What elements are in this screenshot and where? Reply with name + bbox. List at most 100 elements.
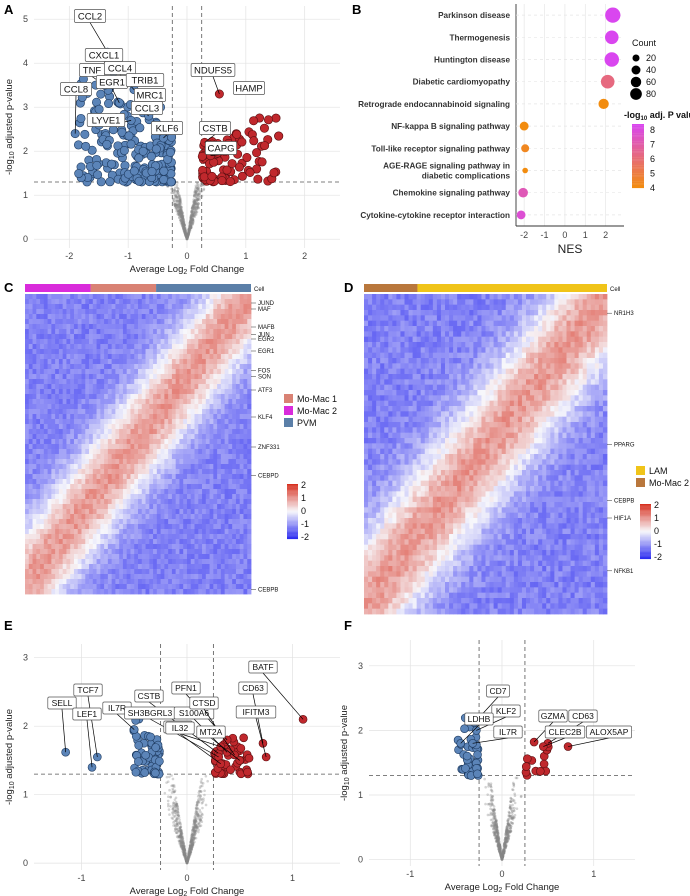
heatmap-cell xyxy=(186,404,192,410)
heatmap-cell xyxy=(485,294,490,300)
heatmap-cell xyxy=(190,569,195,575)
heatmap-cell xyxy=(141,539,146,545)
colorbar-segment xyxy=(632,165,644,168)
heatmap-cell xyxy=(96,474,101,480)
nonsig-point xyxy=(188,221,192,225)
heatmap-cell xyxy=(168,344,173,350)
heatmap-cell xyxy=(164,584,169,590)
heatmap-cell xyxy=(66,514,71,520)
heatmap-cell xyxy=(542,294,547,300)
heatmap-cell xyxy=(47,369,52,375)
heatmap-cell xyxy=(243,589,248,595)
down-point xyxy=(104,99,114,109)
heatmap-cell xyxy=(107,409,113,415)
heatmap-cell xyxy=(134,354,139,360)
heatmap-cell xyxy=(111,339,116,345)
heatmap-cell xyxy=(130,314,135,320)
heatmap-cell xyxy=(66,454,71,460)
heatmap-cell xyxy=(183,584,188,590)
heatmap-cell xyxy=(115,339,120,345)
heatmap-cell xyxy=(175,419,180,425)
heatmap-cell xyxy=(168,399,173,405)
heatmap-cell xyxy=(40,394,45,400)
heatmap-cell xyxy=(202,499,207,505)
x-tick-label: 1 xyxy=(583,230,588,240)
heatmap-cell xyxy=(104,504,109,510)
heatmap-cell xyxy=(100,579,105,585)
colorbar-segment xyxy=(632,144,644,147)
heatmap-cell xyxy=(209,444,214,450)
heatmap-cell xyxy=(247,429,252,435)
heatmap-cell xyxy=(220,434,226,440)
heatmap-cell xyxy=(239,479,244,485)
heatmap-cell xyxy=(179,429,184,435)
heatmap-cell xyxy=(175,534,180,540)
scale-segment xyxy=(287,513,298,515)
heatmap-cell xyxy=(224,344,229,350)
heatmap-cell xyxy=(126,459,131,465)
heatmap-cell xyxy=(235,344,241,350)
panel-label-e: E xyxy=(4,618,13,633)
heatmap-cell xyxy=(171,589,177,595)
heatmap-cell xyxy=(217,574,222,580)
heatmap-cell xyxy=(85,539,90,545)
heatmap-cell xyxy=(25,519,30,525)
heatmap-cell xyxy=(194,544,199,550)
heatmap-cell xyxy=(228,494,233,500)
nonsig-point xyxy=(190,210,194,214)
heatmap-cell xyxy=(104,294,109,300)
heatmap-cell xyxy=(217,349,222,355)
heatmap-cell xyxy=(168,294,173,300)
x-tick-label: -1 xyxy=(124,251,132,261)
heatmap-cell xyxy=(62,484,67,490)
heatmap-cell xyxy=(66,479,71,485)
heatmap-cell xyxy=(202,364,207,370)
heatmap-cell xyxy=(115,374,120,380)
heatmap-cell xyxy=(58,529,64,535)
heatmap-cell xyxy=(47,454,52,460)
heatmap-cell xyxy=(130,494,135,500)
heatmap-cell xyxy=(209,544,214,550)
heatmap-cell xyxy=(51,354,56,360)
nonsig-point xyxy=(178,212,182,216)
heatmap-cell xyxy=(36,334,41,340)
nonsig-point xyxy=(190,222,193,226)
nonsig-point xyxy=(176,190,179,193)
heatmap-cell xyxy=(89,449,94,455)
heatmap-cell xyxy=(43,374,48,380)
heatmap-cell xyxy=(164,319,169,325)
heatmap-cell xyxy=(73,319,79,325)
heatmap-cell xyxy=(81,554,86,560)
heatmap-cell xyxy=(25,584,30,590)
heatmap-cell xyxy=(119,589,124,595)
heatmap-cell xyxy=(194,539,199,545)
heatmap-cell xyxy=(183,424,188,430)
heatmap-cell xyxy=(141,469,146,475)
heatmap-cell xyxy=(205,359,210,365)
heatmap-cell xyxy=(220,359,226,365)
heatmap-cell xyxy=(130,459,135,465)
heatmap-cell xyxy=(43,319,48,325)
heatmap-cell xyxy=(66,534,71,540)
colorbar-segment xyxy=(632,173,644,176)
heatmap-cell xyxy=(47,549,52,555)
heatmap-cell xyxy=(70,369,75,375)
heatmap-cell xyxy=(138,564,143,570)
heatmap-cell xyxy=(205,394,210,400)
heatmap-cell xyxy=(122,479,128,485)
heatmap-cell xyxy=(235,509,241,515)
heatmap-cell xyxy=(66,379,71,385)
heatmap-cell xyxy=(171,349,177,355)
heatmap-cell xyxy=(153,544,158,550)
heatmap-cell xyxy=(134,429,139,435)
heatmap-cell xyxy=(134,564,139,570)
heatmap-cell xyxy=(100,444,105,450)
heatmap-cell xyxy=(55,329,60,335)
heatmap-cell xyxy=(66,389,71,395)
heatmap-cell xyxy=(92,549,97,555)
up-point xyxy=(274,131,284,141)
gene-label: ZNF331 xyxy=(258,445,280,451)
heatmap-cell xyxy=(36,389,41,395)
heatmap-cell xyxy=(138,534,143,540)
heatmap-cell xyxy=(89,354,94,360)
